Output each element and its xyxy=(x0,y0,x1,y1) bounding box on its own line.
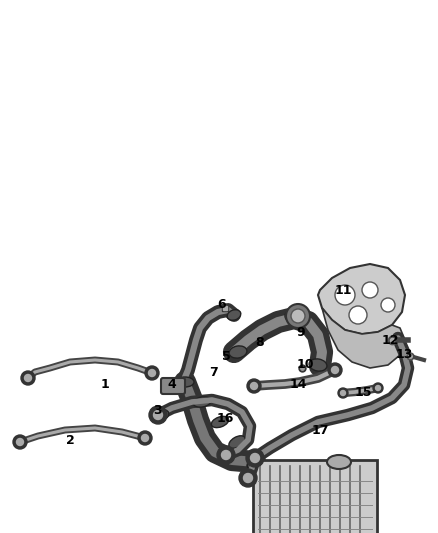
Circle shape xyxy=(217,446,235,464)
Circle shape xyxy=(381,298,395,312)
Text: 15: 15 xyxy=(354,386,372,400)
Text: 17: 17 xyxy=(311,424,329,437)
Circle shape xyxy=(332,367,339,374)
Text: 10: 10 xyxy=(296,359,314,372)
Circle shape xyxy=(13,435,27,449)
Circle shape xyxy=(251,383,258,390)
Circle shape xyxy=(222,450,230,459)
FancyBboxPatch shape xyxy=(253,460,377,533)
Ellipse shape xyxy=(327,455,351,469)
Ellipse shape xyxy=(247,455,263,469)
Text: 11: 11 xyxy=(334,284,352,296)
FancyBboxPatch shape xyxy=(161,378,185,394)
Text: 5: 5 xyxy=(222,351,230,364)
Ellipse shape xyxy=(212,416,229,427)
Circle shape xyxy=(141,434,148,441)
Ellipse shape xyxy=(229,346,247,358)
Circle shape xyxy=(138,431,152,445)
Ellipse shape xyxy=(229,436,245,448)
Ellipse shape xyxy=(285,309,305,323)
Ellipse shape xyxy=(219,449,233,459)
Circle shape xyxy=(375,385,381,391)
Circle shape xyxy=(362,282,378,298)
Ellipse shape xyxy=(227,310,241,320)
Text: 13: 13 xyxy=(396,349,413,361)
Text: 12: 12 xyxy=(381,334,399,346)
Polygon shape xyxy=(322,308,405,368)
Ellipse shape xyxy=(155,410,169,421)
Circle shape xyxy=(335,285,355,305)
Circle shape xyxy=(373,383,383,393)
Text: 2: 2 xyxy=(66,433,74,447)
Circle shape xyxy=(246,449,264,467)
Text: 3: 3 xyxy=(154,403,162,416)
Circle shape xyxy=(338,388,348,398)
Circle shape xyxy=(247,379,261,393)
Circle shape xyxy=(244,473,252,482)
Circle shape xyxy=(149,406,167,424)
Text: 7: 7 xyxy=(210,366,219,378)
Text: 8: 8 xyxy=(256,335,264,349)
Circle shape xyxy=(148,369,155,376)
Ellipse shape xyxy=(193,397,211,407)
Circle shape xyxy=(25,375,32,382)
Circle shape xyxy=(21,371,35,385)
Text: 4: 4 xyxy=(168,378,177,392)
Ellipse shape xyxy=(176,377,194,387)
Text: 1: 1 xyxy=(101,378,110,392)
Text: 9: 9 xyxy=(297,326,305,338)
Text: 14: 14 xyxy=(289,378,307,392)
Text: 16: 16 xyxy=(216,411,234,424)
Circle shape xyxy=(153,410,162,419)
Circle shape xyxy=(340,391,346,395)
Circle shape xyxy=(17,439,24,446)
Polygon shape xyxy=(318,264,405,334)
Circle shape xyxy=(286,304,310,328)
Circle shape xyxy=(239,469,257,487)
Circle shape xyxy=(328,363,342,377)
Circle shape xyxy=(145,366,159,380)
Circle shape xyxy=(291,309,305,323)
Text: 6: 6 xyxy=(218,297,226,311)
Ellipse shape xyxy=(309,359,327,371)
Circle shape xyxy=(349,306,367,324)
Circle shape xyxy=(251,454,259,463)
